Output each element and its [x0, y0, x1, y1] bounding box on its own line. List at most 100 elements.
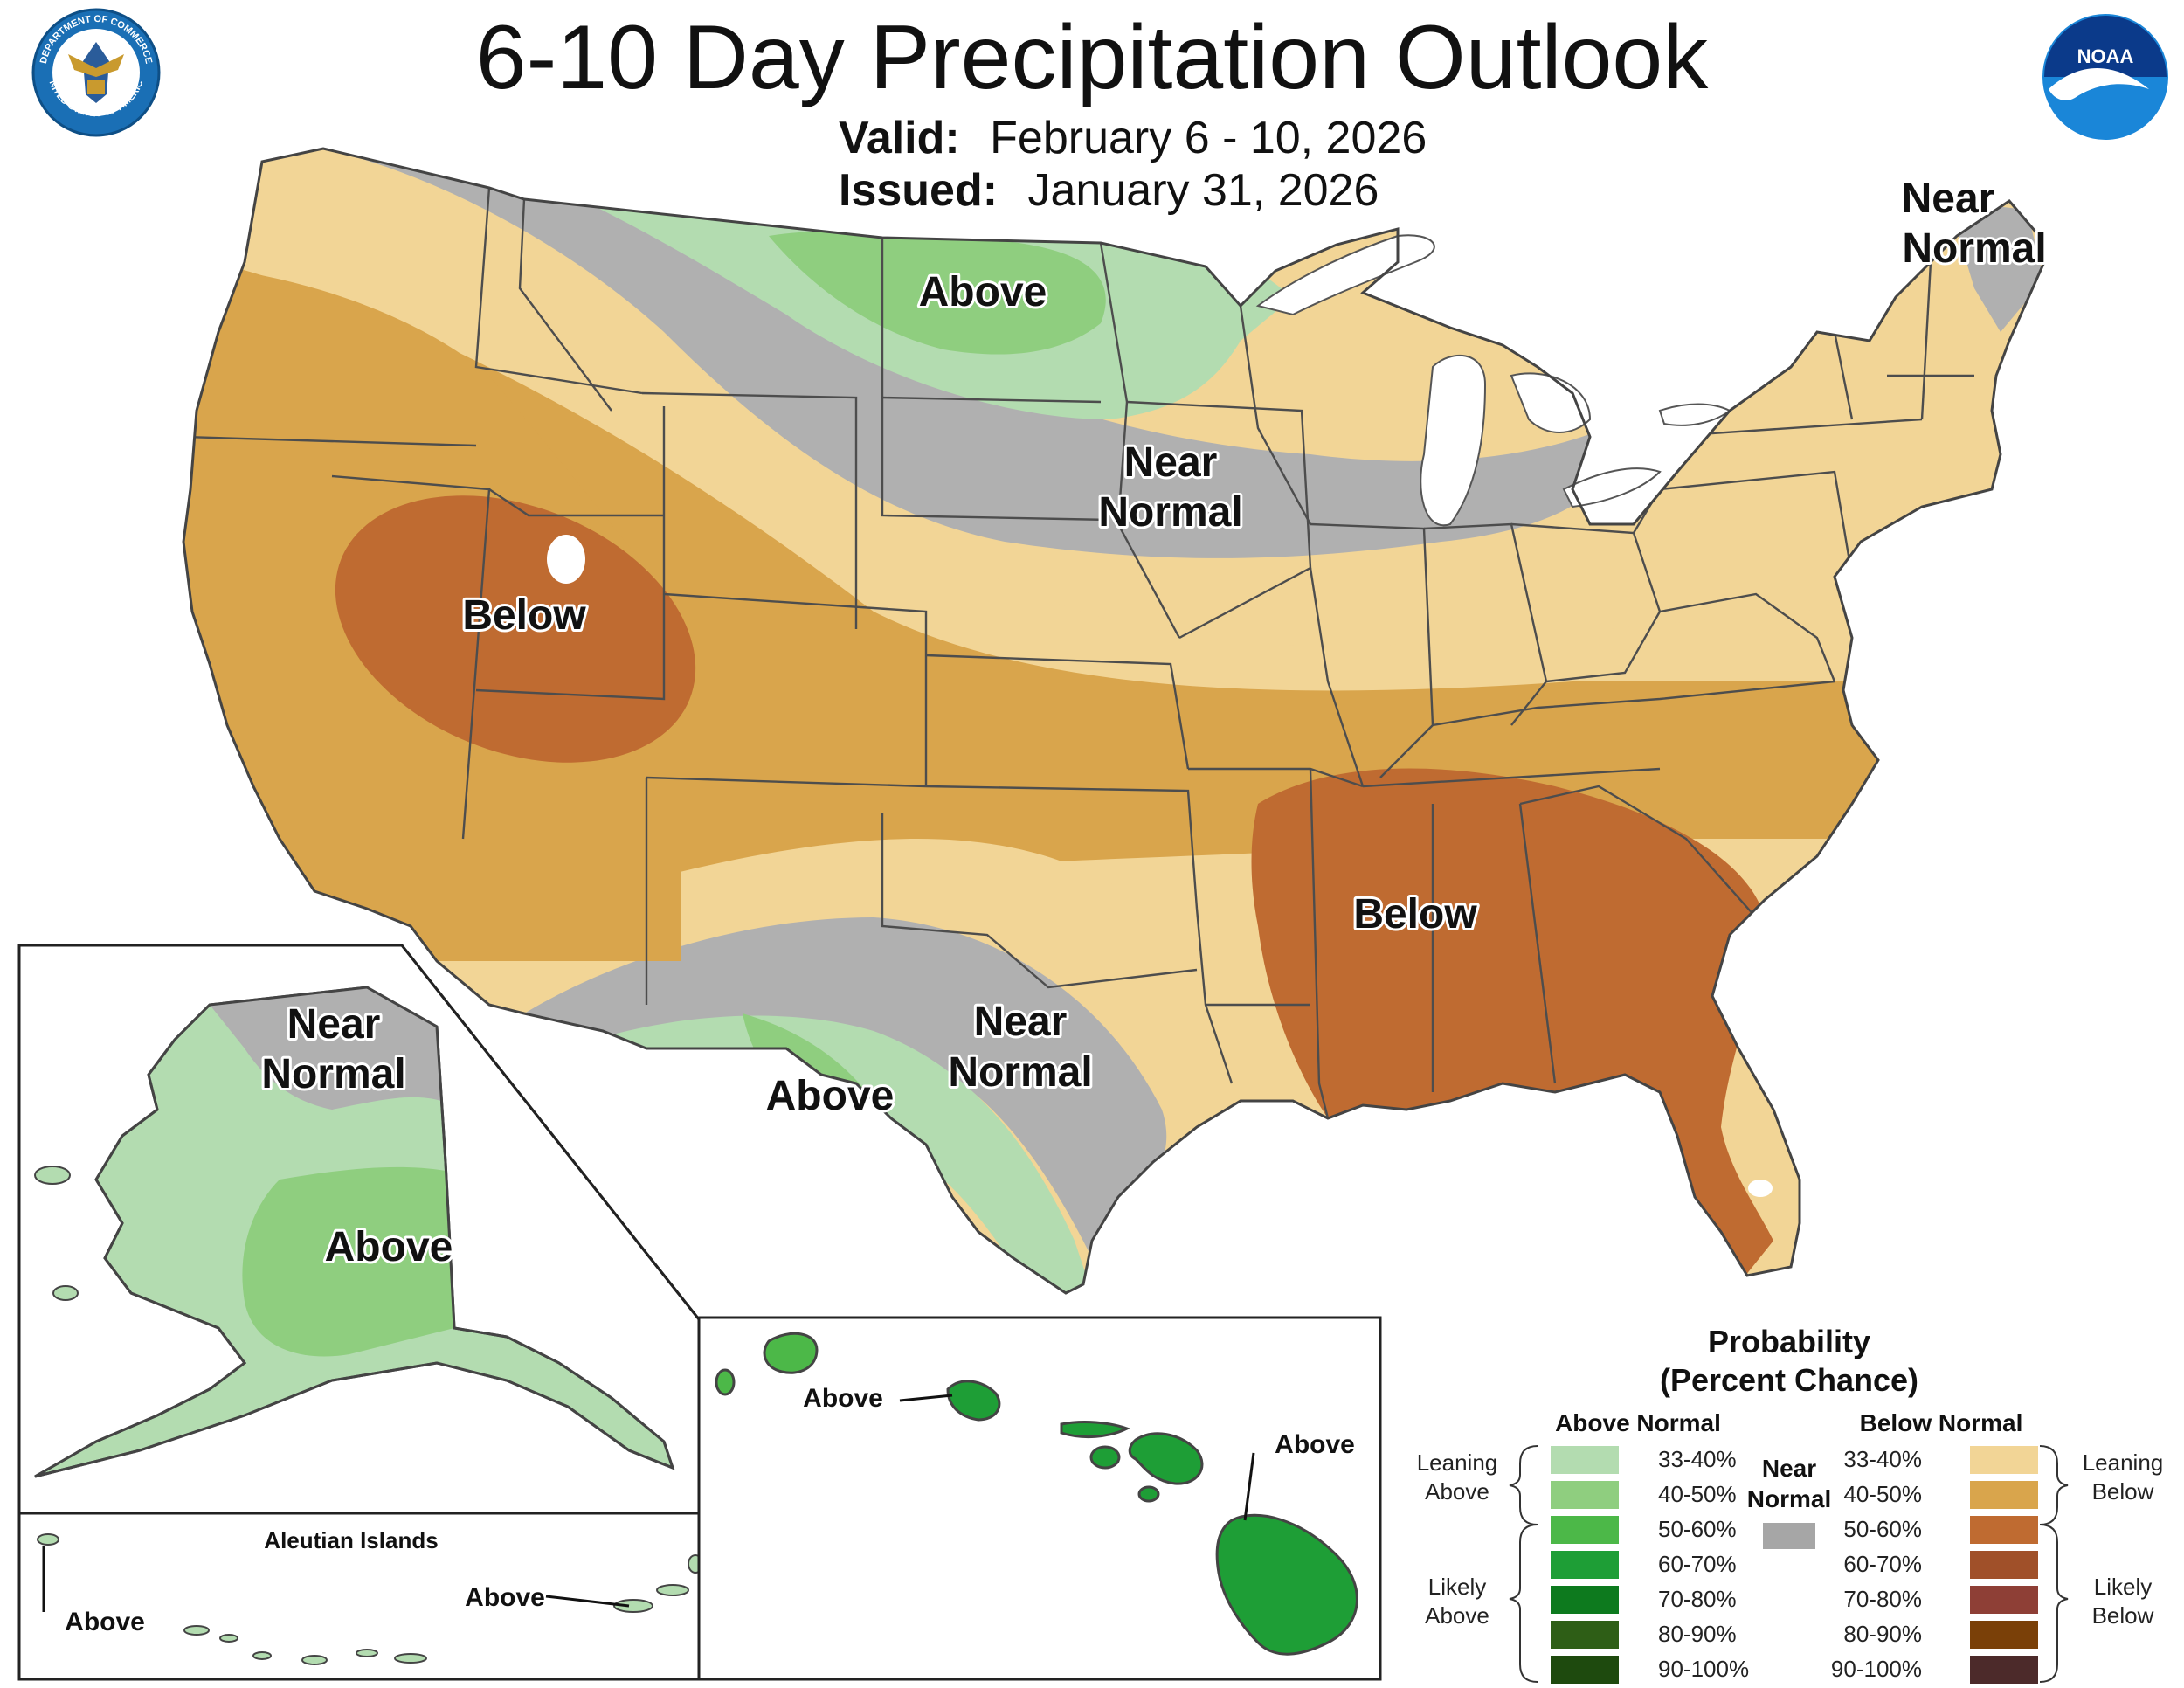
conus-region-labels: Near Normal Above Near Normal Below Belo… [460, 173, 2049, 1122]
legend-leaning-above-line1: Leaning [1417, 1449, 1498, 1476]
legend-below-range-label: 60-70% [1843, 1551, 1922, 1577]
hawaii-big-island-pointer [1243, 1452, 1255, 1521]
label-near-normal-northeast-line1: Near [1902, 176, 1995, 222]
near-normal-region-south-plains [524, 917, 1167, 1258]
label-near-normal-south-plains-line1: Near [974, 999, 1068, 1045]
label-above-southwest-texas: Above [766, 1073, 895, 1119]
label-hawaii-oahu-above: Above [803, 1384, 883, 1413]
alaska-labels: Near Normal Above [259, 999, 455, 1273]
legend-below-header: Below Normal [1860, 1409, 2023, 1436]
legend-near-header-line2: Normal [1747, 1485, 1831, 1512]
legend-below-range-label: 90-100% [1831, 1656, 1922, 1682]
below-50-60-region-southeast [1251, 768, 1773, 1284]
legend-above-swatch [1551, 1621, 1619, 1649]
noaa-logo-text: NOAA [2077, 45, 2134, 67]
legend-leaning-below-line2: Below [2092, 1478, 2154, 1505]
label-near-normal-northeast-line2: Normal [1902, 225, 2046, 272]
molokai-island [1060, 1421, 1130, 1438]
legend-below-rows: 33-40% 40-50% 50-60% 60-70% 70-80% 80-90% 90-1… [1831, 1446, 2038, 1684]
near-normal-region-north [323, 149, 1625, 558]
valid-line: Valid: February 6 - 10, 2026 [839, 112, 1427, 164]
kauai-island [763, 1332, 819, 1374]
legend-near-header-line1: Near [1762, 1455, 1816, 1482]
valid-date: February 6 - 10, 2026 [990, 113, 1427, 163]
label-alaska-near-normal-line1: Near [287, 1001, 381, 1048]
lake-huron [1510, 372, 1592, 433]
nunivak-island [52, 1285, 79, 1301]
legend-above-swatch [1551, 1516, 1619, 1544]
legend-leaning-below-line1: Leaning [2083, 1449, 2164, 1476]
noaa-logo: NOAA [2042, 14, 2168, 140]
alaska-inset: Near Normal Above Aleutian Islands [17, 944, 703, 1681]
label-aleutians-east-above: Above [465, 1583, 545, 1612]
legend-below-swatch [1970, 1446, 2038, 1474]
legend-below-swatch [1970, 1551, 2038, 1579]
near-normal-region-maine [1948, 201, 2044, 332]
legend-above-swatch [1551, 1656, 1619, 1684]
lake-superior [1255, 234, 1435, 316]
maui-island [1128, 1432, 1204, 1485]
label-alaska-near-normal-line2: Normal [261, 1051, 405, 1097]
big-island-hawaii [1215, 1513, 1358, 1656]
label-alaska-above: Above [325, 1224, 453, 1270]
legend-leaning-above-line2: Above [1425, 1478, 1489, 1505]
legend-below-swatch [1970, 1586, 2038, 1614]
state-boundaries [183, 187, 1974, 1119]
label-near-normal-midwest-line1: Near [1124, 439, 1218, 486]
st-lawrence-island [34, 1166, 71, 1185]
legend-below-swatch [1970, 1656, 2038, 1684]
legend-likely-below-line1: Likely [2094, 1574, 2152, 1600]
legend-above-swatch [1551, 1586, 1619, 1614]
legend-likely-above-line2: Above [1425, 1602, 1489, 1629]
legend-below-range-label: 80-90% [1843, 1621, 1922, 1647]
label-above-north-plains: Above [919, 269, 1047, 315]
alaska-above-40-50-region [242, 1166, 454, 1357]
aleutians-title: Aleutian Islands [264, 1527, 438, 1553]
label-hawaii-big-island-above: Above [1275, 1430, 1355, 1459]
legend-below-range-label: 50-60% [1843, 1516, 1922, 1542]
hawaii-islands [715, 1332, 1358, 1656]
issued-label: Issued: [839, 165, 999, 216]
label-below-great-basin: Below [462, 592, 586, 639]
niihau-island [715, 1368, 736, 1396]
legend-above-range-label: 80-90% [1658, 1621, 1737, 1647]
legend-above-swatch [1551, 1446, 1619, 1474]
legend-above-range-label: 90-100% [1658, 1656, 1749, 1682]
label-aleutians-west-above: Above [65, 1608, 145, 1636]
aleutians-east-pointer [545, 1595, 630, 1608]
label-near-normal-south-plains-line2: Normal [948, 1049, 1092, 1096]
legend-above-rows: 33-40% 40-50% 50-60% 60-70% 70-80% 80-90% 90-1… [1551, 1446, 1749, 1684]
map-title: 6-10 Day Precipitation Outlook [475, 7, 1709, 108]
label-near-normal-midwest-line2: Normal [1098, 489, 1242, 536]
legend-above-range-label: 50-60% [1658, 1516, 1737, 1542]
legend-below-range-label: 33-40% [1843, 1446, 1922, 1472]
legend-below-swatch [1970, 1481, 2038, 1509]
hawaii-oahu-pointer [899, 1394, 953, 1402]
kahoolawe-island [1137, 1485, 1160, 1503]
legend-above-range-label: 60-70% [1658, 1551, 1737, 1577]
label-below-southeast: Below [1353, 891, 1477, 937]
oahu-island [946, 1380, 1001, 1422]
lake-okeechobee [1748, 1180, 1773, 1197]
alaska-near-normal-region [210, 987, 441, 1110]
issued-line: Issued: January 31, 2026 [839, 164, 1379, 217]
great-lakes [1255, 234, 1731, 527]
legend-above-range-label: 33-40% [1658, 1446, 1737, 1472]
lanai-island [1089, 1445, 1121, 1470]
valid-label: Valid: [839, 113, 960, 163]
legend-title-line1: Probability [1708, 1324, 1870, 1359]
aleutian-islands-shapes [37, 1533, 703, 1665]
legend-below-range-label: 40-50% [1843, 1481, 1922, 1507]
legend-near-normal-swatch [1763, 1523, 1815, 1549]
legend-above-swatch [1551, 1551, 1619, 1579]
legend-above-range-label: 40-50% [1658, 1481, 1737, 1507]
great-salt-lake [547, 535, 585, 584]
legend-below-range-label: 70-80% [1843, 1586, 1922, 1612]
legend-title-line2: (Percent Chance) [1660, 1362, 1918, 1398]
legend-braces [1509, 1445, 2069, 1683]
probability-legend: Probability (Percent Chance) Above Norma… [1417, 1324, 2164, 1684]
hawaii-inset: Above Above [697, 1316, 1382, 1681]
legend-above-header: Above Normal [1555, 1409, 1721, 1436]
